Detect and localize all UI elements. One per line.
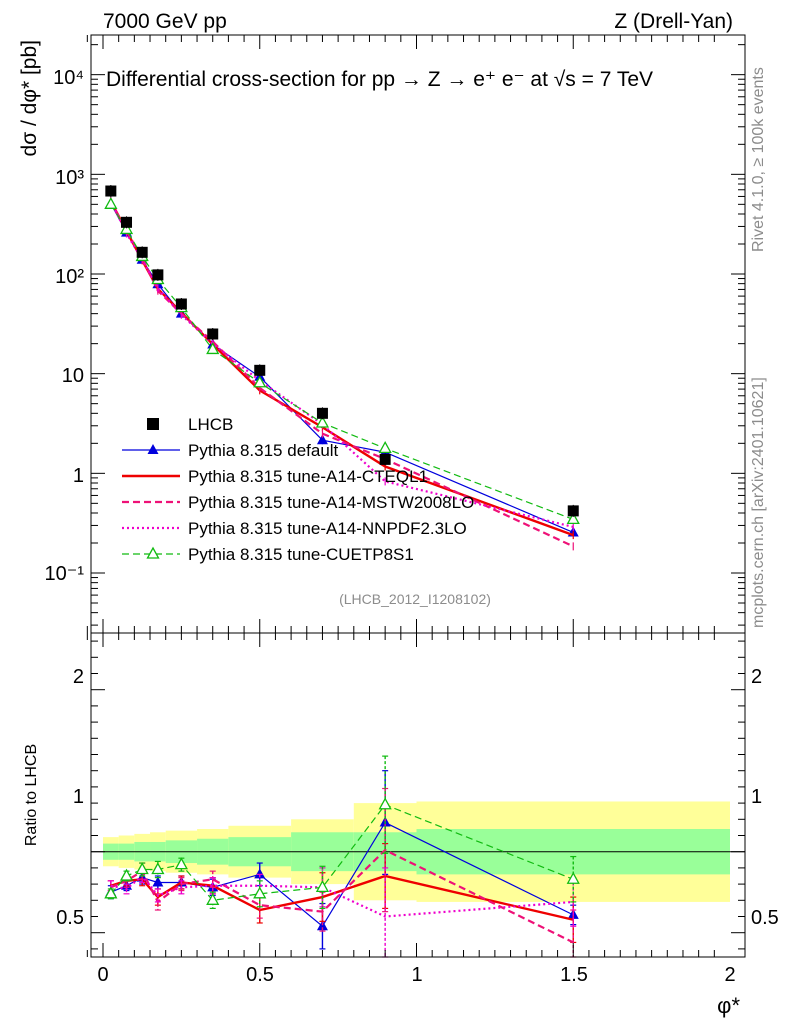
- ratio-series-line-2: [110, 874, 574, 921]
- ratio-frame: [90, 632, 746, 958]
- legend-symbol-lhcb: [147, 418, 159, 430]
- mcplots-label: mcplots.cern.ch [arXiv:2401.10621]: [750, 377, 767, 628]
- ratio-point-5: [253, 886, 267, 899]
- ratio-x-ticks: [86, 633, 715, 957]
- main-series-line-4: [109, 200, 574, 528]
- legend-marker: [146, 546, 160, 559]
- data-point: [175, 298, 187, 310]
- ratio-tick-label-left-2: 2: [73, 666, 84, 688]
- ratio-panel: 0.5 1 2 0.5 1 2 Ratio to LHCB 0 0.5 1 1.…: [23, 632, 779, 1018]
- y-tick-label-1: 1: [73, 465, 84, 487]
- data-point: [105, 185, 117, 197]
- x-tick-label-0: 0: [97, 964, 108, 986]
- legend-marker: [147, 444, 159, 454]
- ratio-tick-label-right-05: 0.5: [751, 907, 779, 929]
- legend-label-3: Pythia 8.315 tune-A14-MSTW2008LO: [188, 493, 474, 512]
- main-point-5: [206, 342, 220, 355]
- x-tick-label-3: 1.5: [560, 964, 588, 986]
- legend-label-4: Pythia 8.315 tune-A14-NNPDF2.3LO: [188, 519, 467, 538]
- legend-symbol-default: [122, 444, 180, 454]
- main-point-5: [253, 375, 267, 388]
- data-point: [254, 364, 266, 376]
- main-point-5: [566, 512, 580, 525]
- data-point: [136, 246, 148, 258]
- ratio-point-5: [206, 892, 220, 905]
- main-point-5: [378, 441, 392, 454]
- analysis-tag: (LHCB_2012_I1208102): [339, 591, 491, 607]
- y-axis-label: dσ / dφ* [pb]: [18, 40, 41, 156]
- y-tick-label-0: 10⁻¹: [45, 563, 85, 585]
- main-series-line-3: [109, 201, 574, 548]
- ratio-y-axis-label: Ratio to LHCB: [23, 744, 40, 846]
- data-point: [207, 328, 219, 340]
- legend-label-0: LHCB: [188, 415, 233, 434]
- main-y-ticks: [91, 44, 745, 626]
- ratio-tick-label-left-1: 1: [73, 786, 84, 808]
- y-tick-label-4: 10³: [55, 167, 84, 189]
- ratio-point-1: [254, 868, 266, 879]
- legend: LHCB Pythia 8.315 default Pythia 8.315 t…: [122, 415, 474, 564]
- header-left: 7000 GeV pp: [103, 10, 227, 33]
- ratio-y-ticks: [91, 640, 745, 950]
- data-point: [121, 216, 133, 228]
- main-frame: [90, 34, 746, 634]
- chart-title: Differential cross-section for pp → Z → …: [106, 68, 653, 91]
- ratio-point-5: [119, 868, 134, 881]
- y-tick-label-2: 10: [62, 365, 84, 387]
- ratio-point-5: [151, 862, 165, 875]
- ratio-point-1: [316, 920, 328, 931]
- ratio-plot-area: [91, 755, 745, 958]
- legend-label-5: Pythia 8.315 tune-CUETP8S1: [188, 545, 414, 564]
- data-point: [379, 453, 391, 465]
- y-tick-label-3: 10²: [55, 266, 84, 288]
- main-series-line-5: [110, 204, 574, 520]
- legend-marker-square: [147, 418, 159, 430]
- x-axis-label: φ*: [717, 993, 740, 1018]
- ratio-tick-label-left-05: 0.5: [56, 907, 84, 929]
- header-right: Z (Drell-Yan): [614, 10, 733, 33]
- main-y-tick-labels: 10⁻¹ 1 10 10² 10³ 10⁴: [45, 67, 85, 585]
- x-tick-label-4: 2: [724, 964, 735, 986]
- ratio-point-5: [104, 886, 118, 899]
- ratio-point-1: [152, 876, 164, 887]
- legend-symbol-cuetp8s1: [122, 546, 180, 559]
- ratio-tick-label-right-1: 1: [751, 786, 762, 808]
- ratio-point-5: [135, 862, 149, 875]
- ratio-tick-label-right-2: 2: [751, 666, 762, 688]
- y-tick-label-5: 10⁴: [53, 67, 84, 89]
- ratio-point-5: [378, 797, 392, 810]
- rivet-label: Rivet 4.1.0, ≥ 100k events: [750, 67, 767, 252]
- main-point-5: [315, 415, 330, 428]
- main-point-5: [104, 196, 118, 209]
- data-point: [152, 269, 164, 281]
- legend-label-1: Pythia 8.315 default: [188, 441, 339, 460]
- x-tick-labels: 0 0.5 1 1.5 2: [97, 964, 735, 986]
- data-point: [567, 505, 579, 517]
- main-plot-area: [104, 185, 580, 551]
- ratio-point-5: [566, 871, 580, 884]
- x-tick-label-2: 1: [411, 964, 422, 986]
- ratio-series-line-4: [110, 874, 574, 918]
- ratio-point-5: [315, 879, 330, 892]
- x-tick-label-1: 0.5: [246, 964, 274, 986]
- main-panel: 10⁻¹ 1 10 10² 10³ 10⁴ dσ / dφ* [pb] Diff…: [18, 34, 746, 634]
- ratio-series-line-5: [110, 803, 574, 901]
- data-point: [316, 407, 328, 419]
- main-point-1: [316, 434, 328, 445]
- main-point-5: [119, 222, 134, 235]
- main-x-ticks: [86, 35, 715, 633]
- legend-label-2: Pythia 8.315 tune-A14-CTEQL1: [188, 467, 428, 486]
- ratio-point-5: [174, 857, 188, 870]
